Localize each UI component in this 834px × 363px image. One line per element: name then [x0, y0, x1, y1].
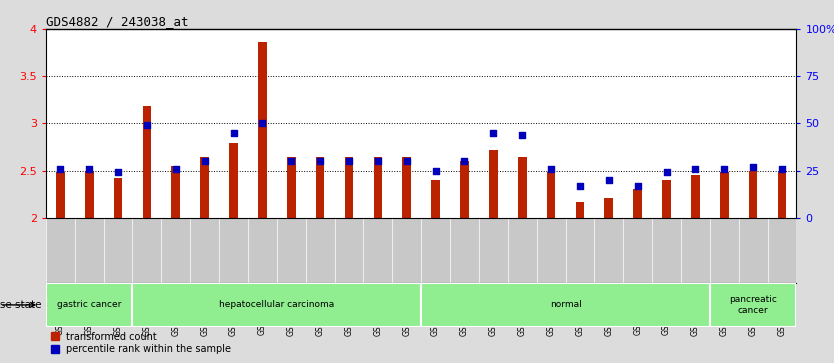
Text: gastric cancer: gastric cancer — [57, 301, 122, 309]
Bar — [605, 198, 613, 218]
Point — [371, 158, 384, 164]
Text: pancreatic
cancer: pancreatic cancer — [729, 295, 777, 315]
Bar — [402, 158, 411, 218]
Bar — [749, 171, 757, 218]
Point — [53, 166, 67, 172]
Bar — [662, 180, 671, 218]
Bar — [46, 283, 133, 327]
Bar — [85, 172, 93, 218]
Bar — [777, 172, 786, 218]
Point — [545, 166, 558, 172]
Text: GDS4882 / 243038_at: GDS4882 / 243038_at — [46, 15, 188, 28]
Bar — [633, 189, 642, 218]
Point — [112, 170, 125, 175]
Point — [429, 168, 442, 174]
Bar — [258, 42, 267, 218]
Bar — [374, 158, 382, 218]
Point — [689, 166, 702, 172]
Bar — [229, 143, 238, 218]
Bar — [547, 172, 555, 218]
Point — [717, 166, 731, 172]
Point — [602, 177, 615, 183]
Point — [256, 121, 269, 126]
Point — [342, 158, 355, 164]
Bar — [113, 178, 123, 218]
Bar — [316, 158, 324, 218]
Point — [776, 166, 789, 172]
Bar — [287, 158, 295, 218]
Point — [314, 158, 327, 164]
Point — [227, 130, 240, 136]
Bar — [56, 172, 64, 218]
Bar — [720, 172, 729, 218]
Point — [198, 158, 211, 164]
Point — [140, 122, 153, 128]
Point — [631, 183, 645, 189]
Point — [573, 183, 586, 189]
Bar — [200, 158, 209, 218]
Bar — [421, 283, 710, 327]
Point — [400, 158, 414, 164]
Bar — [489, 150, 498, 218]
Bar — [460, 161, 469, 218]
Bar — [133, 283, 421, 327]
Bar — [691, 175, 700, 218]
Point — [83, 166, 96, 172]
Bar — [518, 158, 526, 218]
Point — [515, 132, 529, 138]
Bar — [172, 166, 180, 218]
Text: disease state: disease state — [0, 300, 42, 310]
Point — [487, 130, 500, 136]
Point — [284, 158, 298, 164]
Text: normal: normal — [550, 301, 581, 309]
Bar — [710, 283, 796, 327]
Bar — [575, 202, 585, 218]
Bar — [344, 158, 354, 218]
Point — [660, 170, 673, 175]
Point — [746, 164, 760, 170]
Legend: transformed count, percentile rank within the sample: transformed count, percentile rank withi… — [51, 331, 231, 355]
Bar — [431, 180, 440, 218]
Bar — [143, 106, 151, 218]
Point — [458, 158, 471, 164]
Point — [169, 166, 183, 172]
Text: hepatocellular carcinoma: hepatocellular carcinoma — [219, 301, 334, 309]
